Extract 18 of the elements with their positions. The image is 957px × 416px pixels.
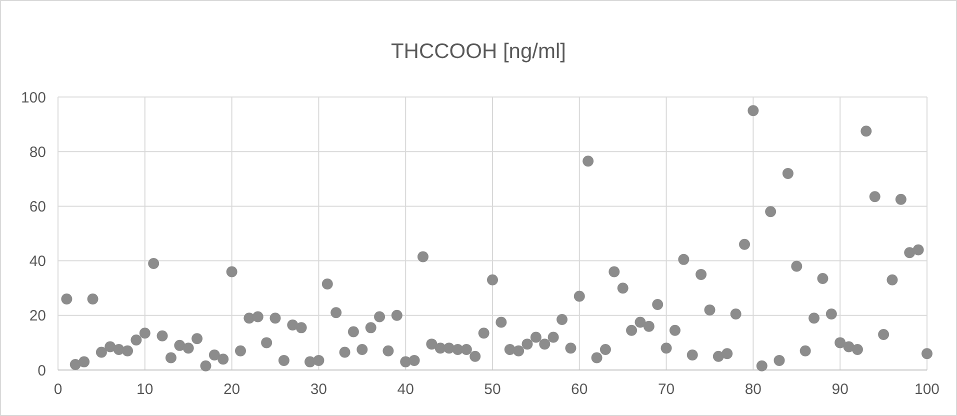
x-tick-label: 50: [484, 381, 501, 398]
y-tick-label: 80: [29, 144, 46, 161]
y-tick-label: 40: [29, 253, 46, 270]
chart-title: THCCOOH [ng/ml]: [390, 40, 566, 63]
x-tick-label: 90: [832, 381, 848, 398]
y-tick-label: 60: [29, 198, 46, 216]
x-tick-label: 100: [914, 381, 940, 398]
x-tick-label: 40: [397, 381, 414, 398]
x-tick-label: 20: [223, 381, 240, 398]
x-tick-label: 80: [744, 381, 762, 398]
y-tick-label: 100: [20, 89, 46, 106]
x-tick-label: 60: [571, 381, 588, 398]
x-tick-label: 10: [136, 381, 154, 398]
y-tick-label: 0: [38, 362, 46, 380]
x-tick-label: 30: [310, 381, 328, 398]
y-tick-label: 20: [29, 308, 46, 325]
x-tick-label: 0: [54, 381, 62, 398]
x-tick-label: 70: [658, 381, 675, 398]
